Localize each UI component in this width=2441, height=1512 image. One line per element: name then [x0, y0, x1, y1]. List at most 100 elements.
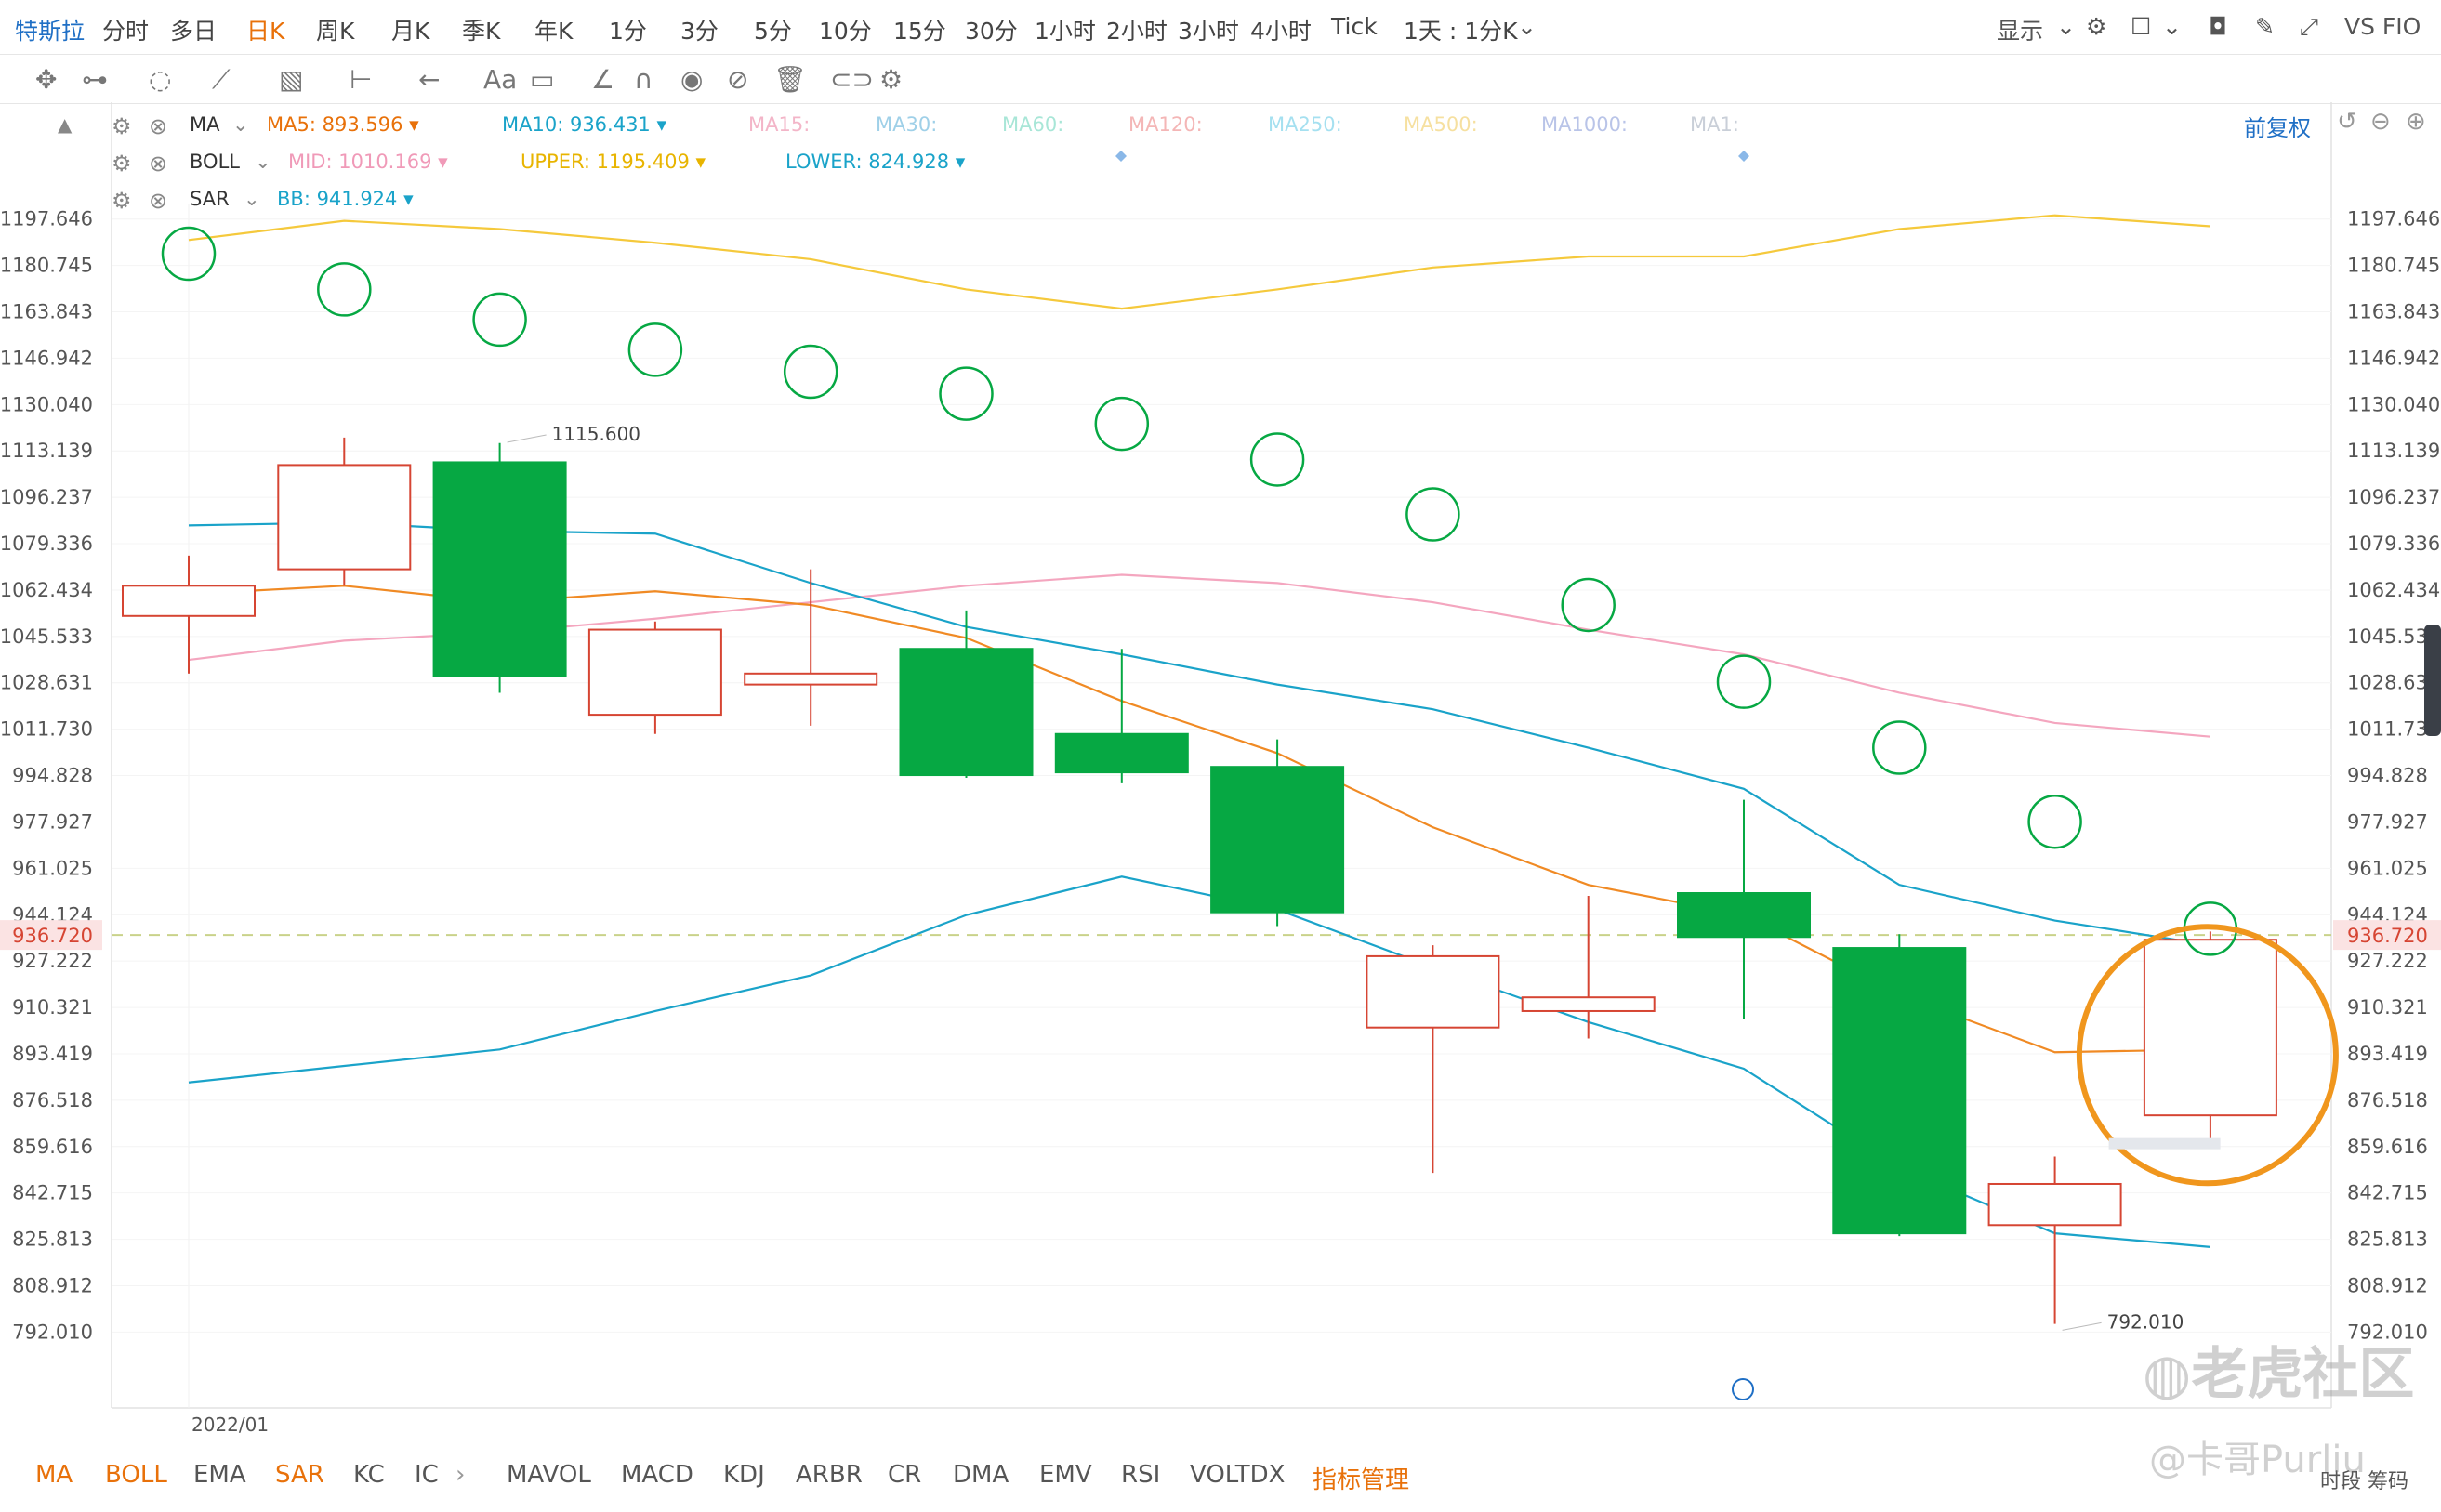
period-tab-active[interactable]: 日K — [246, 18, 285, 45]
measure-tool-icon[interactable]: ⊢ — [350, 64, 373, 95]
candle-body — [899, 648, 1034, 777]
tab-macd[interactable]: MACD — [621, 1461, 693, 1489]
tool-settings-icon[interactable]: ⚙ — [879, 64, 904, 95]
period-tab[interactable]: 月K — [391, 18, 430, 45]
indicator-name[interactable]: SAR — [190, 188, 230, 210]
period-chips-toggle[interactable]: 时段 筹码 — [2320, 1470, 2408, 1493]
eye-icon[interactable]: ◉ — [680, 64, 704, 95]
period-tab[interactable]: 10分 — [819, 18, 872, 45]
period-tab[interactable]: 3小时 — [1178, 18, 1239, 45]
y-tick-label: 927.222 — [12, 950, 93, 972]
fib-tool-icon[interactable]: ▧ — [279, 64, 304, 95]
tab-mavol[interactable]: MAVOL — [507, 1461, 591, 1489]
line-tool-icon[interactable]: ⊶ — [82, 64, 108, 95]
tab-sar[interactable]: SAR — [275, 1461, 324, 1489]
close-icon[interactable]: ⊗ — [149, 188, 168, 214]
trash-icon[interactable]: 🗑 — [773, 64, 807, 95]
y-tick-label: 927.222 — [2347, 950, 2428, 972]
polyline-tool-icon[interactable]: ⟋ — [212, 64, 231, 95]
tab-ema[interactable]: EMA — [193, 1461, 246, 1489]
zoom-in-icon[interactable]: ⊕ — [2406, 108, 2426, 136]
boll-upper-line — [188, 214, 2210, 310]
fullscreen-icon[interactable]: ⤢ — [2300, 13, 2319, 40]
tab-cr[interactable]: CR — [888, 1461, 922, 1489]
close-icon[interactable]: ⊗ — [149, 151, 168, 177]
text-tool-icon[interactable]: Aa — [483, 64, 518, 95]
chevron-down-icon[interactable]: ⌄ — [2162, 13, 2182, 40]
tab-emv[interactable]: EMV — [1039, 1461, 1092, 1489]
tab-indicator-manage[interactable]: 指标管理 — [1313, 1466, 1410, 1494]
y-tick-label: 1146.942 — [2347, 347, 2440, 369]
tab-kdj[interactable]: KDJ — [723, 1461, 765, 1489]
period-tab[interactable]: 1分 — [609, 18, 647, 45]
y-tick-label: 808.912 — [2347, 1274, 2428, 1296]
tab-rsi[interactable]: RSI — [1121, 1461, 1161, 1489]
gear-icon[interactable]: ⚙ — [112, 113, 132, 139]
tab-dma[interactable]: DMA — [953, 1461, 1009, 1489]
candlestick-chart[interactable]: 1197.646 1180.745 1163.843 1146.942 1130.040… — [0, 0, 2441, 1450]
y-tick-label: 842.715 — [12, 1182, 93, 1204]
timeframe-select[interactable]: 1天 : 1分K — [1404, 18, 1518, 45]
period-tab[interactable]: 多日 — [170, 18, 218, 45]
close-icon[interactable]: ⊗ — [149, 113, 168, 139]
candle-body — [1521, 996, 1656, 1012]
sar-markers — [161, 226, 2238, 956]
indicator-name[interactable]: MA — [190, 113, 220, 136]
watermark-author: @卡哥Purliu — [2149, 1439, 2366, 1481]
gear-icon[interactable]: ⚙ — [112, 151, 132, 177]
collapse-icon[interactable]: ▲ — [58, 113, 73, 136]
period-tab[interactable]: 4小时 — [1250, 18, 1312, 45]
y-tick-label: 876.518 — [12, 1089, 93, 1111]
tab-ic[interactable]: IC — [415, 1461, 439, 1489]
candle-body — [1054, 732, 1189, 774]
y-tick-label: 1113.139 — [0, 440, 93, 462]
period-tab[interactable]: 季K — [462, 18, 501, 45]
period-tab[interactable]: 3分 — [680, 18, 719, 45]
magnet-icon[interactable]: ∩ — [634, 64, 653, 95]
event-marker — [1732, 1378, 1754, 1400]
chevron-down-icon[interactable]: ⌄ — [2056, 13, 2076, 40]
y-tick-label: 961.025 — [12, 857, 93, 879]
tab-arbr[interactable]: ARBR — [796, 1461, 863, 1489]
comment-icon[interactable]: ▭ — [530, 64, 555, 95]
symbol-name[interactable]: 特斯拉 — [15, 18, 86, 45]
gear-icon[interactable]: ⚙ — [112, 188, 132, 214]
compare-button[interactable]: VS FIO — [2344, 13, 2421, 40]
tab-kc[interactable]: KC — [353, 1461, 385, 1489]
display-menu[interactable]: 显示 — [1997, 18, 2044, 45]
settings-icon[interactable]: ⚙ — [2086, 13, 2107, 40]
undo-icon[interactable]: ↺ — [2337, 108, 2357, 136]
link-icon[interactable]: ⊂⊃ — [830, 64, 874, 95]
chevron-down-icon[interactable]: ⌄ — [1517, 13, 1537, 40]
sar-marker — [472, 292, 527, 348]
move-icon[interactable]: ✥ — [35, 64, 58, 95]
period-tab[interactable]: 周K — [316, 18, 355, 45]
layout-square-icon[interactable]: ☐ — [2131, 13, 2152, 40]
period-tab[interactable]: 1小时 — [1035, 18, 1096, 45]
chevron-down-icon[interactable]: ⌄ — [232, 113, 249, 136]
tab-ma[interactable]: MA — [35, 1461, 73, 1489]
zoom-out-icon[interactable]: ⊖ — [2370, 108, 2391, 136]
period-tab[interactable]: 5分 — [754, 18, 792, 45]
chevron-down-icon[interactable]: ⌄ — [244, 188, 260, 210]
ruler-icon[interactable]: ∠ — [591, 64, 615, 95]
tab-voltdx[interactable]: VOLTDX — [1190, 1461, 1286, 1489]
chevron-right-icon[interactable]: › — [455, 1461, 466, 1489]
period-tab[interactable]: Tick — [1331, 13, 1378, 40]
period-tab[interactable]: 30分 — [965, 18, 1018, 45]
arrow-tool-icon[interactable]: ← — [418, 64, 441, 95]
adjust-mode[interactable]: 前复权 — [2244, 115, 2311, 141]
pen-icon[interactable]: ✎ — [2255, 13, 2275, 40]
indicator-name[interactable]: BOLL — [190, 151, 240, 173]
period-tab[interactable]: 年K — [534, 18, 574, 45]
hide-icon[interactable]: ⊘ — [727, 64, 749, 95]
period-tab[interactable]: 2小时 — [1106, 18, 1168, 45]
period-tab[interactable]: 15分 — [893, 18, 946, 45]
y-tick-label: 994.828 — [2347, 765, 2428, 787]
annotation-leader — [2062, 1321, 2102, 1331]
circle-tool-icon[interactable]: ◌ — [149, 64, 172, 95]
tab-boll[interactable]: BOLL — [105, 1461, 167, 1489]
camera-icon[interactable]: ◘ — [2209, 13, 2227, 40]
chevron-down-icon[interactable]: ⌄ — [255, 151, 271, 173]
period-tab[interactable]: 分时 — [102, 18, 150, 45]
